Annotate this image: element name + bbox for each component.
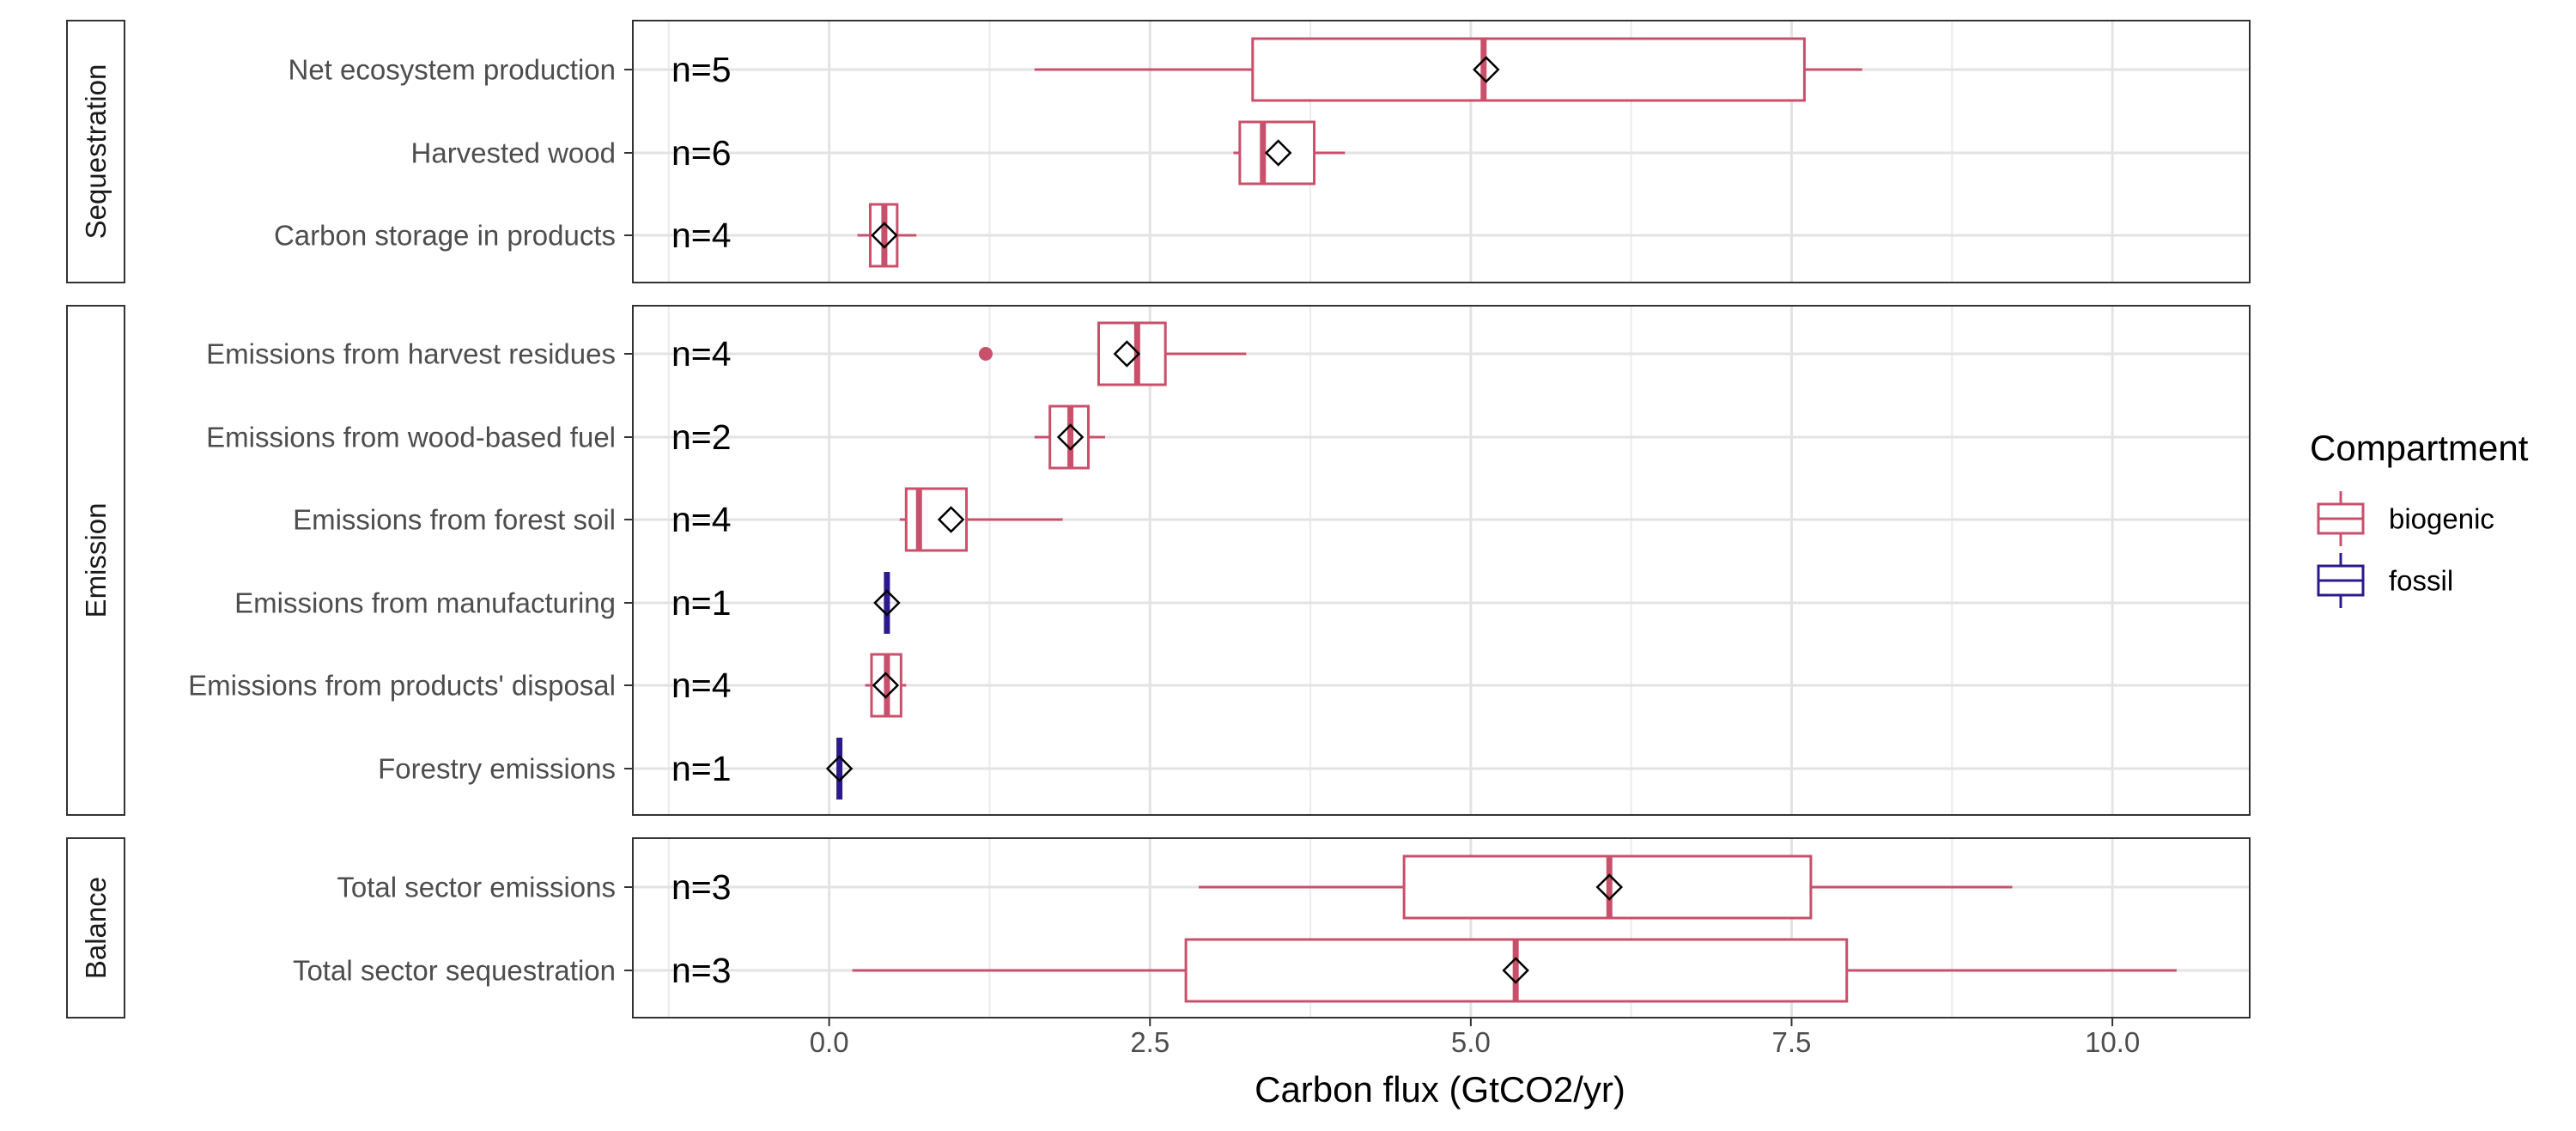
mean-marker xyxy=(1113,340,1141,368)
y-tick-label: Carbon storage in products xyxy=(274,220,616,252)
n-count-label: n=4 xyxy=(671,216,732,255)
panel-sequestration: Sequestration Net ecosystem production n=5… xyxy=(66,20,2251,283)
outlier-point xyxy=(978,347,993,361)
x-tick-label: 2.5 xyxy=(1130,1026,1170,1058)
y-tick-label: Emissions from forest soil xyxy=(293,504,616,536)
facet-strip xyxy=(66,20,125,283)
n-count-label: n=2 xyxy=(671,417,732,457)
box xyxy=(904,487,969,552)
panel-balance: Balance Total sector emissions n=3 Total se… xyxy=(66,837,2251,1019)
n-count-label: n=1 xyxy=(671,749,732,788)
mean-marker xyxy=(1264,139,1292,167)
n-count-label: n=3 xyxy=(671,867,732,907)
x-tick-label: 5.0 xyxy=(1451,1026,1491,1058)
x-tick-label: 7.5 xyxy=(1772,1026,1812,1058)
box xyxy=(1097,321,1167,386)
panel-border xyxy=(632,20,2251,283)
mean-marker xyxy=(1502,957,1529,984)
y-tick-label: Emissions from wood-based fuel xyxy=(206,422,616,453)
y-tick-label: Net ecosystem production xyxy=(288,54,616,86)
legend-label: fossil xyxy=(2389,565,2453,597)
panel-emission: Emission Emissions from harvest residues n… xyxy=(66,305,2251,816)
mean-marker xyxy=(871,222,898,249)
n-count-label: n=5 xyxy=(671,50,732,89)
mean-marker xyxy=(1056,423,1084,451)
y-tick-label: Total sector emissions xyxy=(337,872,616,903)
x-tick-label: 10.0 xyxy=(2085,1026,2140,1058)
y-tick-label: Harvested wood xyxy=(411,137,616,169)
mean-marker xyxy=(1473,56,1500,83)
mean-marker xyxy=(1595,873,1624,901)
facet-strip-label: Balance xyxy=(80,877,112,979)
x-axis-title: Carbon flux (GtCO2/yr) xyxy=(1255,1069,1625,1110)
y-tick-label: Emissions from manufacturing xyxy=(234,587,616,619)
facet-strip xyxy=(66,837,125,1019)
box xyxy=(1238,120,1316,185)
y-tick-label: Emissions from harvest residues xyxy=(206,338,616,370)
legend-label: biogenic xyxy=(2389,503,2494,535)
n-count-label: n=1 xyxy=(671,583,732,623)
facet-strip-label: Sequestration xyxy=(80,64,112,240)
legend-title: Compartment xyxy=(2310,428,2529,468)
n-count-label: n=4 xyxy=(671,334,732,374)
n-count-label: n=4 xyxy=(671,666,732,705)
legend-item-biogenic: biogenic xyxy=(2317,491,2494,546)
x-tick-label: 0.0 xyxy=(810,1026,849,1058)
mean-marker xyxy=(873,589,901,617)
y-tick-label: Forestry emissions xyxy=(378,753,616,785)
y-tick-label: Total sector sequestration xyxy=(293,955,616,987)
box xyxy=(1251,37,1806,102)
n-count-label: n=6 xyxy=(671,133,732,173)
n-count-label: n=3 xyxy=(671,951,732,990)
mean-marker xyxy=(825,755,854,782)
legend-item-fossil: fossil xyxy=(2317,553,2453,608)
panel-border xyxy=(632,837,2251,1019)
n-count-label: n=4 xyxy=(671,500,732,539)
y-tick-label: Emissions from products' disposal xyxy=(188,670,616,702)
facet-strip xyxy=(66,305,125,816)
mean-marker xyxy=(937,506,965,533)
facet-strip-label: Emission xyxy=(80,503,112,618)
panel-border xyxy=(632,305,2251,816)
mean-marker xyxy=(872,672,900,699)
